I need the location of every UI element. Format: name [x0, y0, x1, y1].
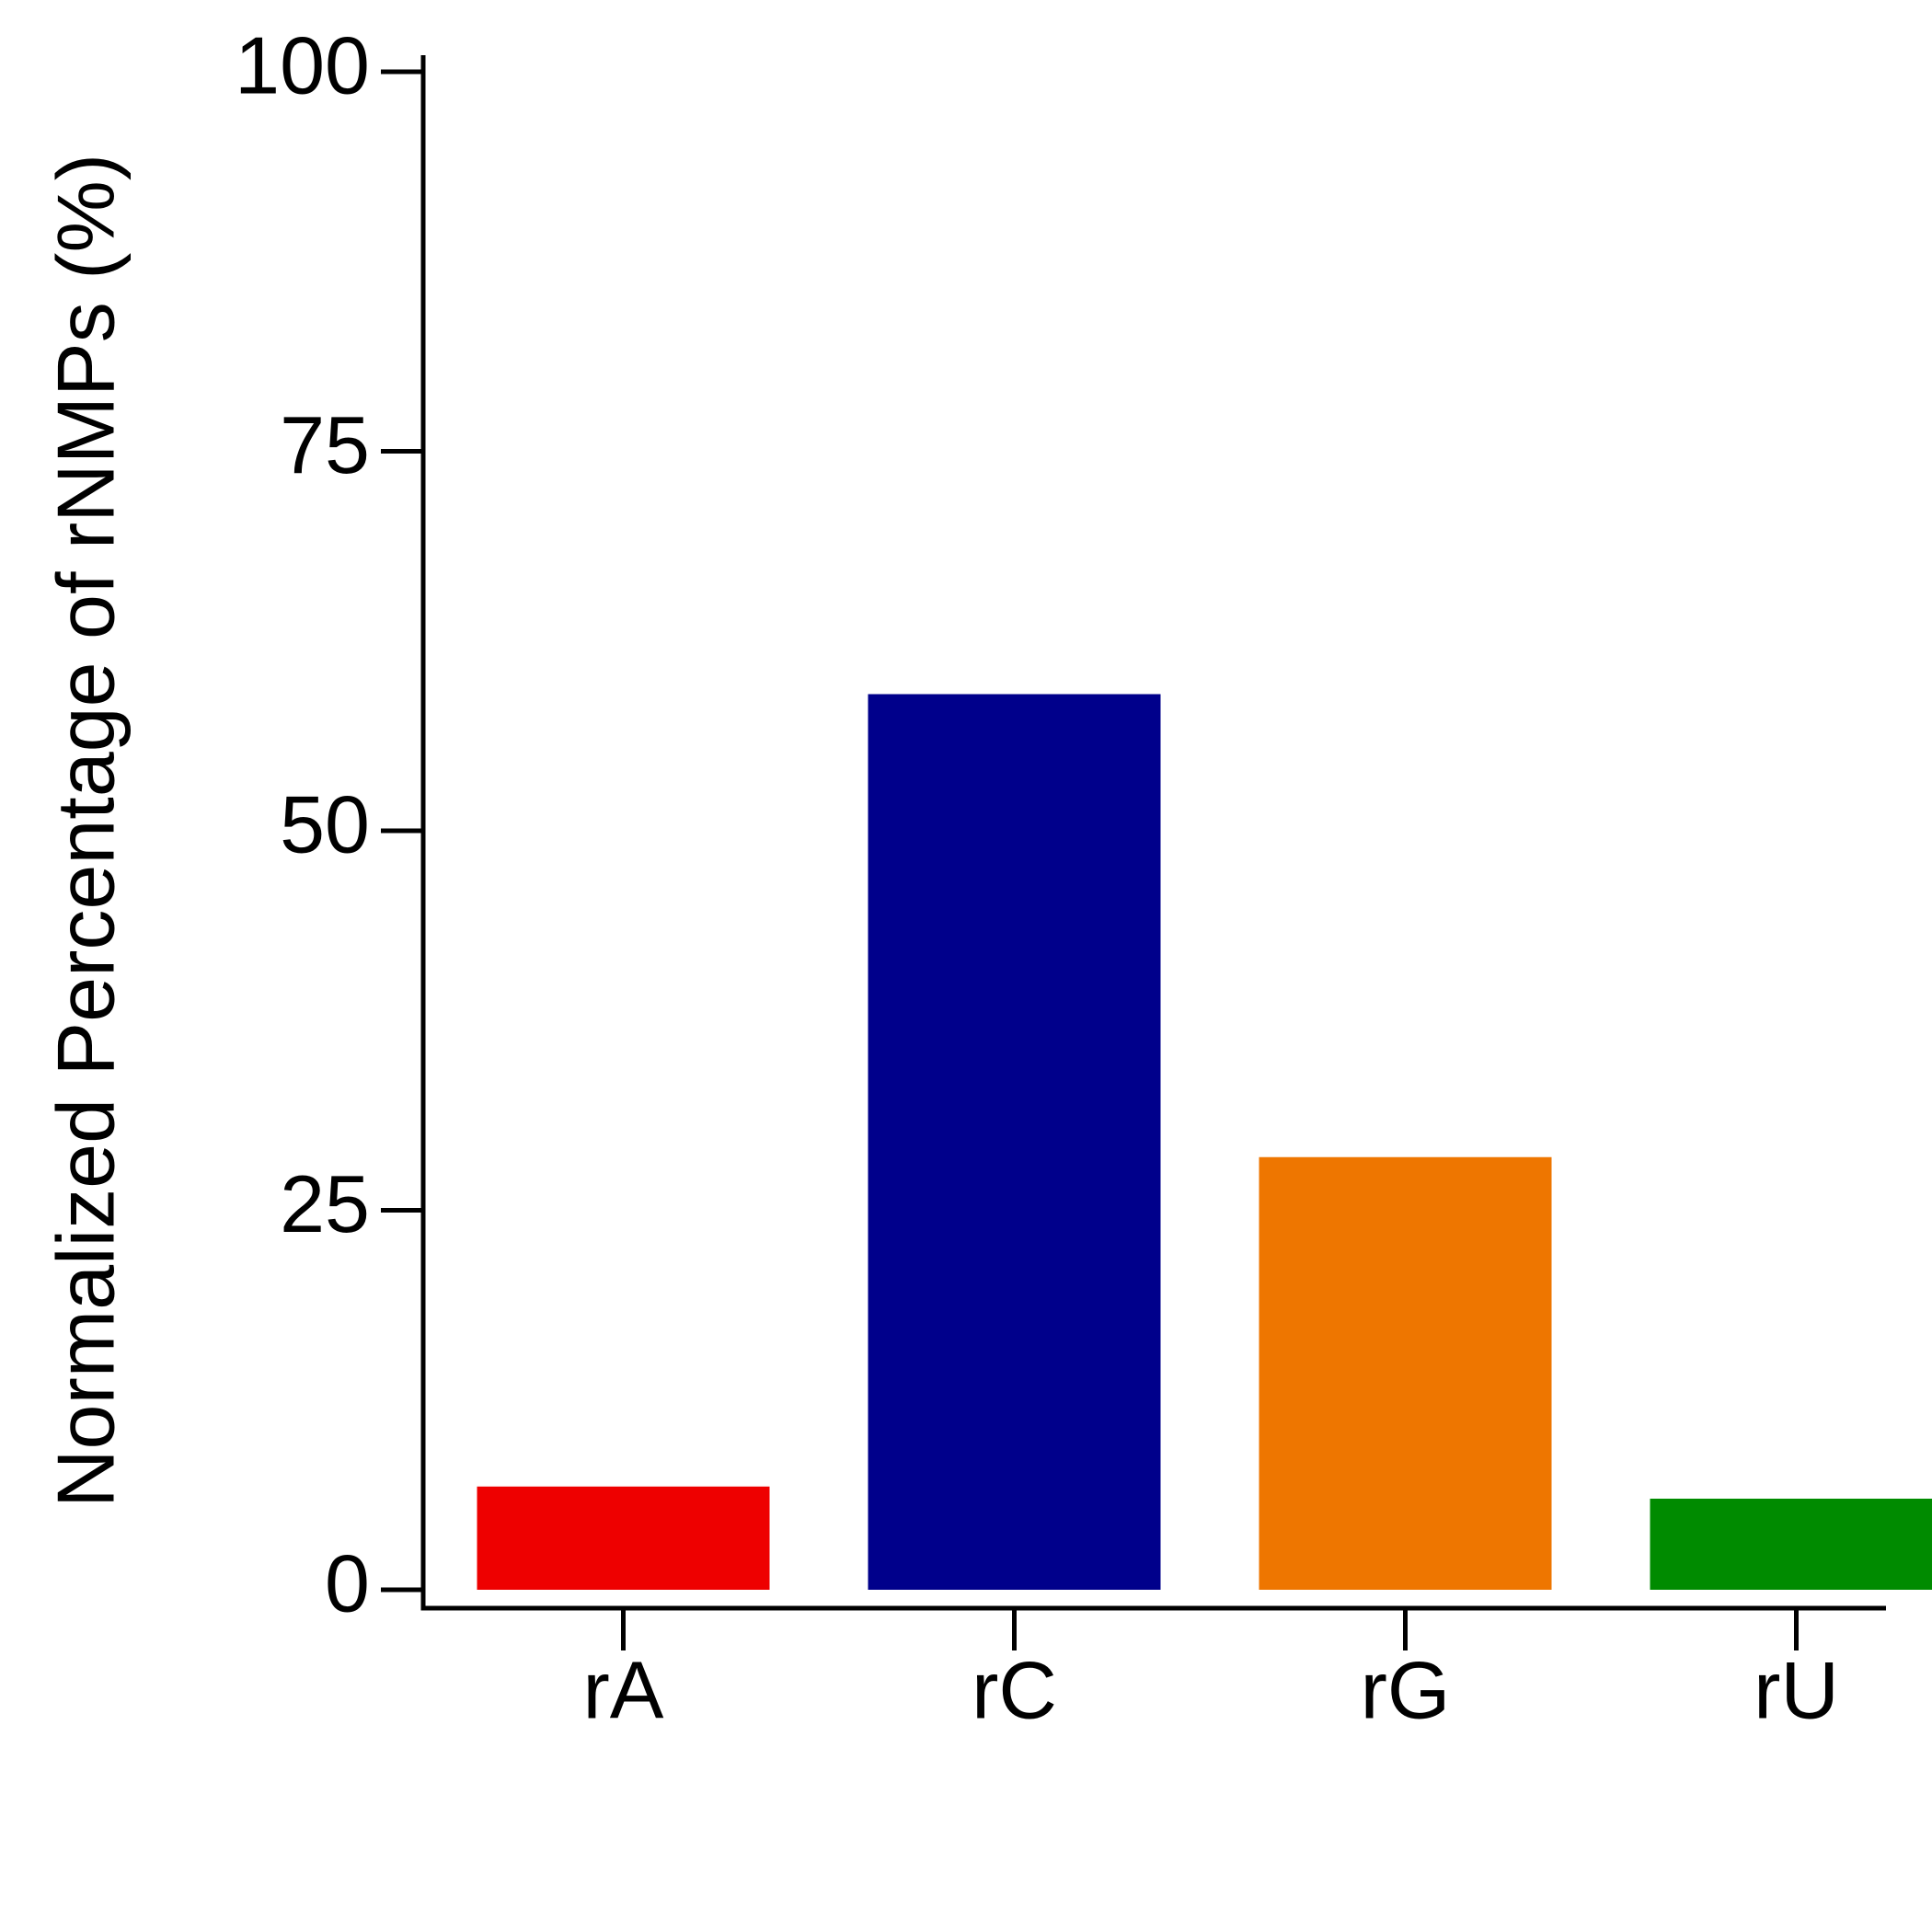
bar-rg	[1259, 1156, 1552, 1590]
x-tick-label-ra: rA	[583, 1644, 664, 1735]
bars-layer	[477, 694, 1932, 1590]
x-tick-label-ru: rU	[1754, 1644, 1839, 1735]
x-tick-label-rc: rC	[972, 1644, 1057, 1735]
y-ticks: 0 25 50 75 100	[235, 19, 423, 1628]
x-tick-label-rg: rG	[1361, 1644, 1451, 1735]
bar-ru	[1650, 1499, 1932, 1590]
y-tick-label-75: 75	[280, 399, 370, 490]
bar-rc	[868, 694, 1161, 1590]
y-tick-label-0: 0	[325, 1537, 370, 1628]
y-tick-label-50: 50	[280, 778, 370, 869]
x-ticks: rA rC rG rU	[583, 1608, 1839, 1735]
y-tick-label-100: 100	[235, 19, 370, 110]
y-axis-title: Normalized Percentage of rNMPs (%)	[40, 154, 131, 1508]
y-tick-label-25: 25	[280, 1158, 370, 1249]
bar-ra	[477, 1486, 770, 1590]
